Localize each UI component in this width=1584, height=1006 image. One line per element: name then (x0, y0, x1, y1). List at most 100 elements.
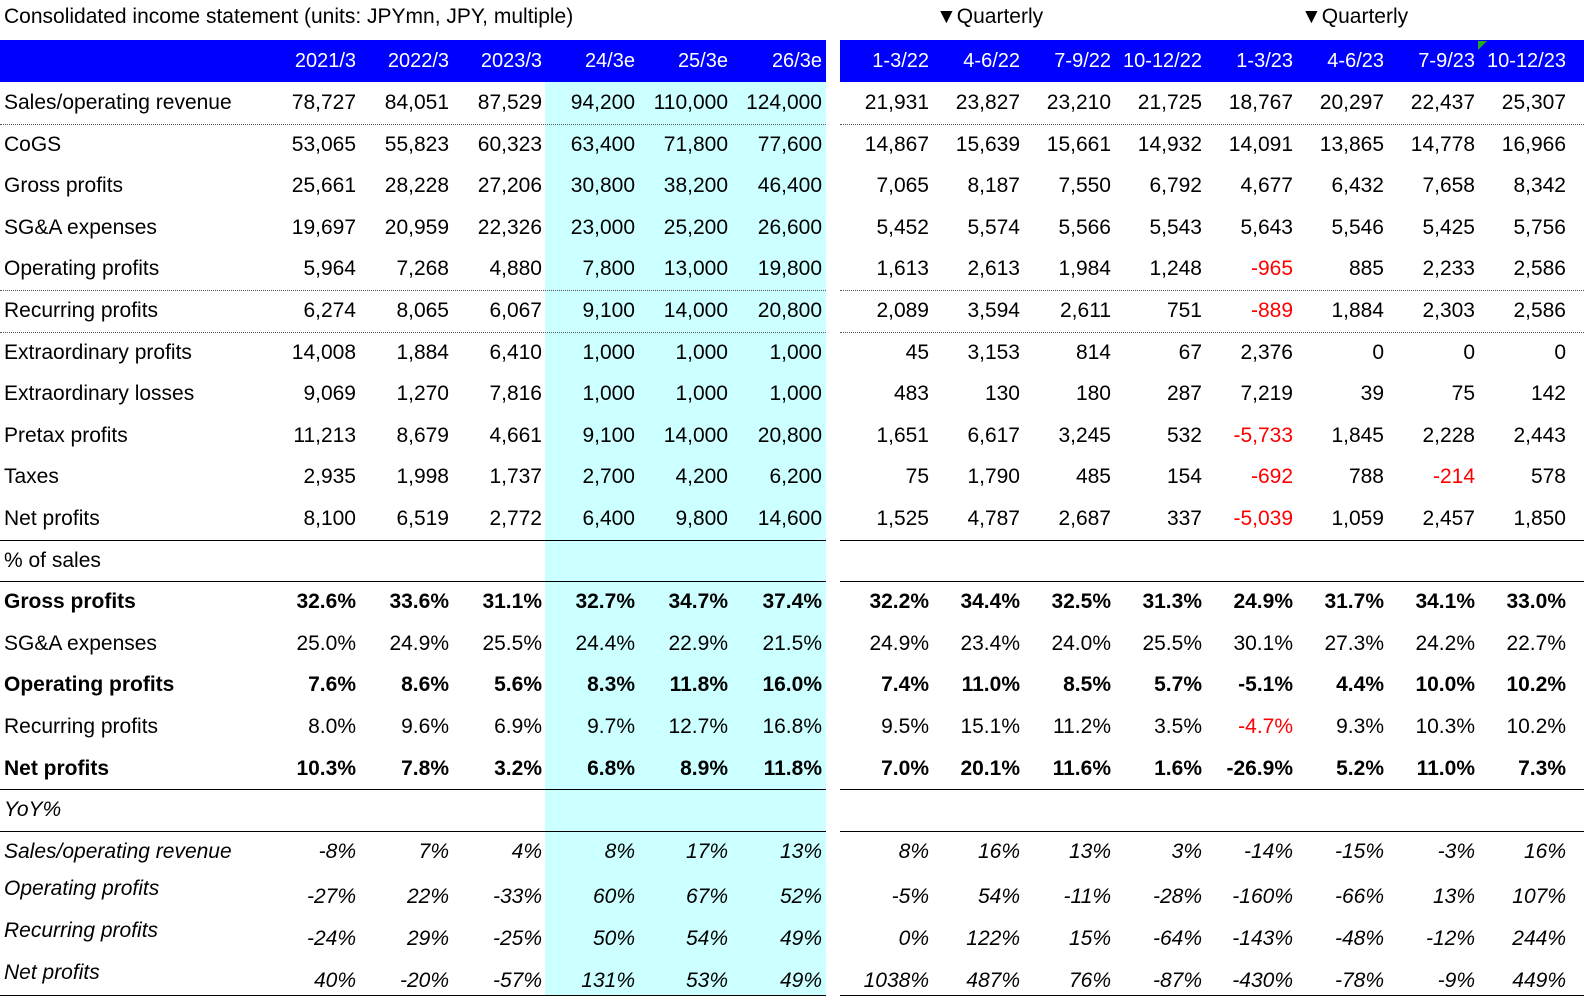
cell-value[interactable]: 32.6% (296, 590, 356, 614)
cell-value[interactable]: -27% (306, 885, 356, 909)
cell-value[interactable]: -33% (492, 885, 542, 909)
cell-value[interactable]: 37.4% (762, 590, 822, 614)
cell-value[interactable]: 19,800 (757, 257, 822, 281)
cell-value[interactable]: -889 (1250, 299, 1293, 322)
cell-value[interactable]: 9,069 (303, 382, 356, 406)
cell-value[interactable]: 9,100 (582, 299, 635, 322)
row-label[interactable]: % of sales (4, 548, 101, 572)
cell-value[interactable]: 30,800 (570, 174, 635, 198)
cell-value[interactable]: 1,525 (876, 507, 929, 530)
cell-value[interactable]: 10.2% (1506, 715, 1566, 738)
row-label[interactable]: Extraordinary profits (4, 340, 192, 364)
cell-value[interactable]: 13% (1068, 839, 1111, 863)
cell-value[interactable]: 87,529 (477, 91, 542, 114)
cell-value[interactable]: 14,600 (757, 507, 822, 530)
cell-value[interactable]: 4,200 (675, 465, 728, 489)
row-label[interactable]: Net profits (4, 756, 109, 780)
cell-value[interactable]: 75 (1451, 382, 1475, 406)
cell-value[interactable]: 11.8% (763, 756, 822, 780)
cell-value[interactable]: 49% (779, 968, 822, 992)
quarterly-label-2022[interactable]: ▼Quarterly (936, 5, 1044, 28)
cell-value[interactable]: 33.0% (1506, 590, 1566, 614)
cell-value[interactable]: 24.9% (1233, 590, 1293, 614)
cell-value[interactable]: 11.8% (669, 673, 728, 697)
cell-value[interactable]: 2,303 (1422, 299, 1475, 322)
cell-value[interactable]: 8.0% (308, 715, 356, 738)
cell-value[interactable]: 3,153 (967, 340, 1020, 364)
row-label[interactable]: Recurring profits (4, 715, 159, 738)
cell-value[interactable]: 32.7% (575, 590, 635, 614)
cell-value[interactable]: 23,827 (955, 91, 1020, 114)
cell-value[interactable]: 67 (1178, 340, 1202, 364)
cell-value[interactable]: 8.9% (680, 756, 728, 780)
cell-value[interactable]: 0 (1554, 340, 1566, 364)
row-label[interactable]: Extraordinary losses (4, 382, 195, 406)
cell-value[interactable]: 8,100 (303, 507, 356, 530)
cell-value[interactable]: 8.6% (401, 673, 449, 697)
cell-value[interactable]: 19,697 (291, 215, 356, 239)
cell-value[interactable]: 3.5% (1154, 715, 1202, 738)
cell-value[interactable]: -28% (1152, 885, 1202, 909)
cell-value[interactable]: 7.6% (308, 673, 356, 697)
cell-value[interactable]: 15.1% (960, 715, 1020, 738)
cell-value[interactable]: 9.7% (587, 715, 635, 738)
cell-value[interactable]: 14,778 (1410, 132, 1475, 156)
cell-value[interactable]: 13% (1432, 885, 1475, 909)
cell-value[interactable]: 2,376 (1240, 340, 1293, 364)
cell-value[interactable]: 124,000 (746, 91, 822, 114)
cell-value[interactable]: 23,000 (570, 215, 635, 239)
cell-value[interactable]: 14,091 (1228, 132, 1293, 156)
row-label[interactable]: SG&A expenses (4, 215, 157, 239)
cell-value[interactable]: 2,089 (876, 299, 929, 322)
cell-value[interactable]: 7.0% (881, 756, 929, 780)
cell-value[interactable]: 38,200 (663, 174, 728, 198)
cell-value[interactable]: 2,443 (1513, 423, 1566, 447)
cell-value[interactable]: -5.1% (1238, 673, 1293, 697)
cell-value[interactable]: 11.0% (961, 673, 1020, 697)
cell-value[interactable]: 532 (1166, 423, 1202, 447)
cell-value[interactable]: 53% (685, 968, 728, 992)
cell-value[interactable]: 4,677 (1240, 174, 1293, 198)
cell-value[interactable]: 885 (1348, 257, 1384, 281)
cell-value[interactable]: 22.7% (1506, 631, 1566, 655)
cell-value[interactable]: 16.8% (762, 715, 822, 738)
cell-value[interactable]: 11.6% (1052, 756, 1111, 780)
cell-value[interactable]: -8% (318, 839, 356, 863)
cell-value[interactable]: 2,457 (1422, 507, 1475, 530)
cell-value[interactable]: 25.5% (482, 631, 542, 655)
cell-value[interactable]: 337 (1166, 507, 1202, 530)
cell-value[interactable]: 25,661 (291, 174, 356, 198)
cell-value[interactable]: 49% (779, 927, 822, 950)
cell-value[interactable]: 1038% (863, 968, 929, 992)
cell-value[interactable]: 14,867 (864, 132, 929, 156)
cell-value[interactable]: 788 (1348, 465, 1384, 489)
cell-value[interactable]: -430% (1232, 968, 1293, 992)
cell-value[interactable]: 14,932 (1137, 132, 1202, 156)
cell-value[interactable]: 483 (893, 382, 929, 406)
cell-value[interactable]: 22,437 (1410, 91, 1475, 114)
cell-value[interactable]: 20,800 (757, 423, 822, 447)
cell-value[interactable]: 33.6% (389, 590, 449, 614)
cell-value[interactable]: 154 (1166, 465, 1202, 489)
cell-value[interactable]: 4,880 (489, 257, 542, 281)
cell-value[interactable]: -25% (492, 927, 542, 950)
cell-value[interactable]: -5,733 (1233, 423, 1293, 447)
cell-value[interactable]: 31.7% (1324, 590, 1384, 614)
row-label[interactable]: Pretax profits (4, 423, 128, 447)
cell-value[interactable]: 27.3% (1324, 631, 1384, 655)
cell-value[interactable]: -5% (891, 885, 929, 909)
cell-value[interactable]: 25,200 (663, 215, 728, 239)
cell-value[interactable]: 2,586 (1513, 257, 1566, 281)
cell-value[interactable]: 1,059 (1331, 507, 1384, 530)
cell-value[interactable]: 487% (966, 968, 1020, 992)
quarterly-label-2023[interactable]: ▼Quarterly (1301, 5, 1409, 28)
cell-value[interactable]: 5,574 (967, 215, 1020, 239)
cell-value[interactable]: 11,213 (293, 423, 356, 447)
cell-value[interactable]: 122% (966, 927, 1020, 950)
cell-value[interactable]: 34.7% (668, 590, 728, 614)
row-label[interactable]: Net profits (4, 960, 100, 984)
cell-value[interactable]: 63,400 (570, 132, 635, 156)
cell-value[interactable]: 4,661 (489, 423, 542, 447)
cell-value[interactable]: 6,519 (396, 507, 449, 530)
cell-value[interactable]: 1,845 (1331, 423, 1384, 447)
